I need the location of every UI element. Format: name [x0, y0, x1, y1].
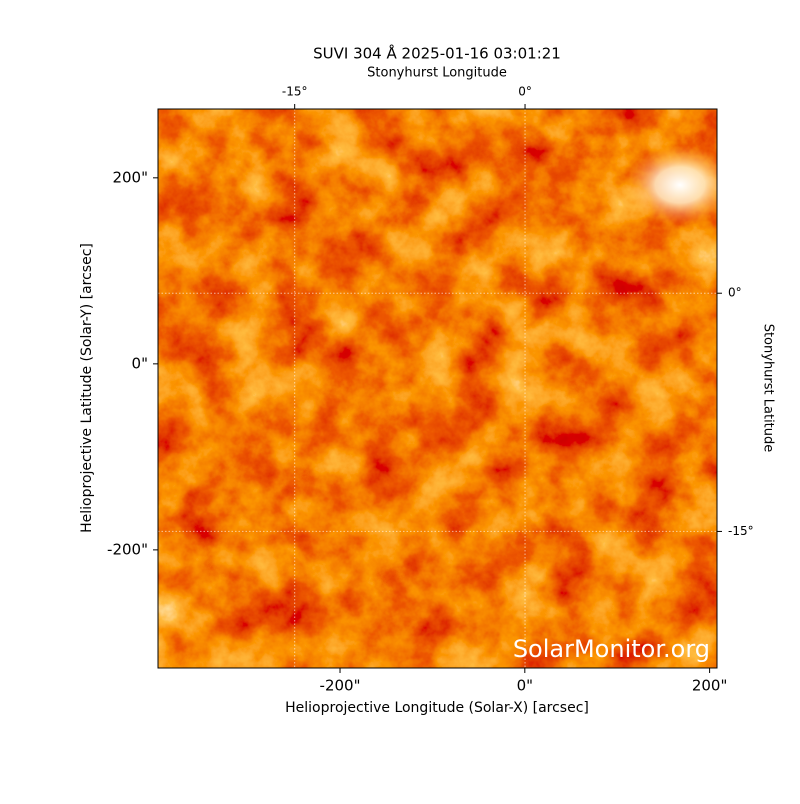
x2-tick-label: 0° [518, 85, 532, 99]
plot-frame [157, 108, 718, 669]
x-tick-label: 200" [692, 677, 728, 695]
y2-axis-label: Stonyhurst Latitude [761, 324, 776, 453]
x-tick-label: -200" [320, 677, 361, 695]
y-tick-label: 200" [112, 168, 148, 186]
x2-tick-label: -15° [282, 85, 308, 99]
y2-tick-label: 0° [728, 286, 742, 300]
y-tick-label: -200" [107, 540, 148, 558]
y-tick-label: 0" [132, 354, 148, 372]
y-axis-label: Helioprojective Latitude (Solar-Y) [arcs… [79, 243, 95, 533]
watermark: SolarMonitor.org [513, 635, 710, 663]
chart-title: SUVI 304 Å 2025-01-16 03:01:21 [313, 44, 561, 63]
solar-image [158, 109, 717, 668]
y2-tick-label: -15° [728, 524, 754, 538]
x2-axis-label: Stonyhurst Longitude [367, 66, 507, 81]
x-tick-label: 0" [517, 677, 533, 695]
x-axis-label: Helioprojective Longitude (Solar-X) [arc… [285, 700, 589, 716]
